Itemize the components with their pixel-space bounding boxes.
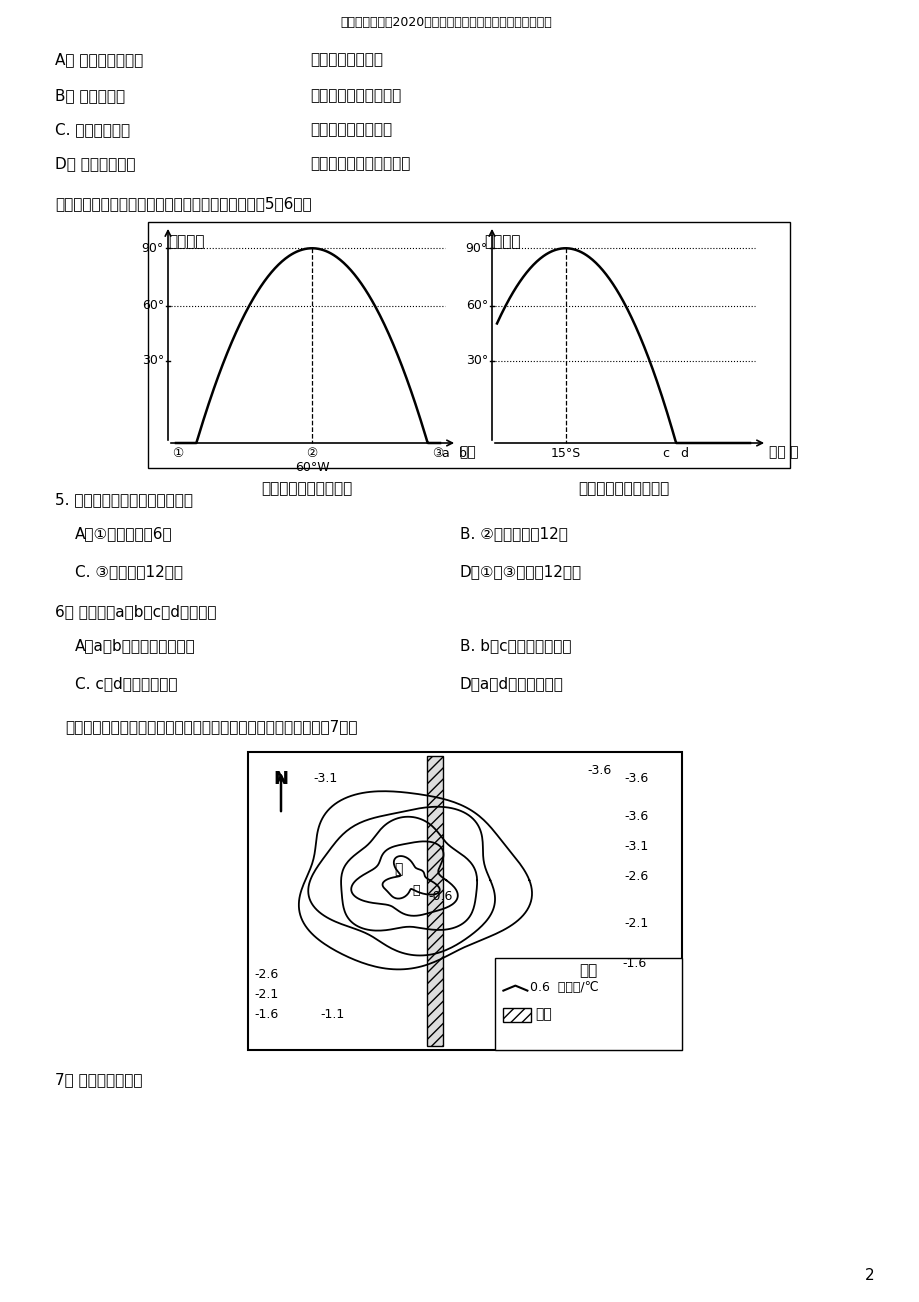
Text: d: d: [679, 447, 687, 460]
Text: 中: 中: [412, 884, 420, 897]
Text: 5. 对图中各地时间叙述正确的是: 5. 对图中各地时间叙述正确的是: [55, 492, 193, 506]
Text: B. b、c自转线速度相同: B. b、c自转线速度相同: [460, 638, 571, 654]
Text: -1.6: -1.6: [621, 957, 645, 970]
Text: 图例: 图例: [579, 963, 597, 979]
Text: 下图为「北半球某平原城市冬季等温线分布图」。读下图，完成第7题。: 下图为「北半球某平原城市冬季等温线分布图」。读下图，完成第7题。: [65, 719, 357, 734]
Text: -2.6: -2.6: [254, 967, 278, 980]
Text: 60°: 60°: [465, 299, 487, 312]
Text: 海陆热力性质差异: 海陆热力性质差异: [310, 52, 382, 66]
Text: 60°W: 60°W: [294, 461, 329, 474]
Text: 江苏省涟水中兦2020届高三地理上学期第一次阶段检测试题: 江苏省涟水中兦2020届高三地理上学期第一次阶段检测试题: [340, 16, 551, 29]
Text: -3.1: -3.1: [312, 772, 337, 785]
Text: 90°: 90°: [142, 242, 164, 255]
Text: -1.1: -1.1: [320, 1008, 344, 1021]
Bar: [503, 1008, 531, 1022]
Text: 90°: 90°: [465, 242, 487, 255]
Text: 经度: 经度: [459, 445, 475, 460]
Text: -3.1: -3.1: [623, 840, 648, 853]
Text: B. ②地地方时为12时: B. ②地地方时为12时: [460, 526, 567, 542]
Text: 2: 2: [865, 1268, 874, 1282]
Text: 7。 该城市可能位于: 7。 该城市可能位于: [55, 1072, 142, 1087]
Text: 0.6  等温线/℃: 0.6 等温线/℃: [529, 982, 598, 995]
Text: 太阳高度随经度的变化: 太阳高度随经度的变化: [261, 480, 352, 496]
Text: 15°S: 15°S: [550, 447, 580, 460]
Text: 6。 右图中，a、b、c、d四点比较: 6。 右图中，a、b、c、d四点比较: [55, 604, 216, 618]
Text: D。 热带季风气候: D。 热带季风气候: [55, 156, 135, 171]
Text: 太阳高度: 太阳高度: [168, 234, 204, 249]
Text: ③: ③: [432, 447, 443, 460]
Text: 纬度 南: 纬度 南: [768, 445, 798, 460]
Text: B。 地中海气候: B。 地中海气候: [55, 89, 125, 103]
Text: -1.6: -1.6: [254, 1008, 278, 1021]
Text: D。a、d昼夜长短相同: D。a、d昼夜长短相同: [460, 676, 563, 691]
Text: -2.6: -2.6: [623, 870, 648, 883]
Text: C. c、d日落时刻相同: C. c、d日落时刻相同: [75, 676, 177, 691]
Text: ②: ②: [306, 447, 317, 460]
Text: -3.6: -3.6: [623, 772, 648, 785]
Text: D。①、③时差为12小时: D。①、③时差为12小时: [460, 564, 582, 579]
Bar: [494, 957, 681, 1049]
Text: A。 亚热带季风气候: A。 亚热带季风气候: [55, 52, 143, 66]
Text: -3.6: -3.6: [623, 810, 648, 823]
Text: -0.6: -0.6: [428, 891, 452, 904]
Text: b: b: [459, 447, 467, 460]
Text: -3.6: -3.6: [586, 764, 610, 777]
Text: C. ③地昼长为12小时: C. ③地昼长为12小时: [75, 564, 183, 579]
Bar: [148, 223, 789, 467]
Text: 副高和西风带交替控制: 副高和西风带交替控制: [310, 89, 401, 103]
Text: a: a: [441, 447, 448, 460]
Text: 太阳高度: 太阳高度: [483, 234, 520, 249]
Text: -2.1: -2.1: [254, 988, 278, 1001]
Text: A。a、b日出方位大致相同: A。a、b日出方位大致相同: [75, 638, 196, 654]
Text: A。①地地方时为6时: A。①地地方时为6时: [75, 526, 173, 542]
Bar: [426, 756, 442, 1046]
Text: 30°: 30°: [142, 354, 164, 367]
Text: 太阳高度随纬度的变化: 太阳高度随纬度的变化: [577, 480, 668, 496]
Text: 读某一时刻太阳高度随经度和纬度变化示意图，完成5～6题。: 读某一时刻太阳高度随经度和纬度变化示意图，完成5～6题。: [55, 197, 312, 211]
Text: 气压带和风带季节性移动: 气压带和风带季节性移动: [310, 156, 410, 171]
Text: C. 热带沙漠气候: C. 热带沙漠气候: [55, 122, 130, 137]
Text: -2.1: -2.1: [623, 917, 648, 930]
Text: c: c: [662, 447, 669, 460]
Text: 30°: 30°: [465, 354, 487, 367]
Text: 水域: 水域: [535, 1008, 551, 1022]
Text: N: N: [273, 769, 289, 788]
Text: 市: 市: [394, 862, 403, 876]
Text: 60°: 60°: [142, 299, 164, 312]
Text: ①: ①: [172, 447, 184, 460]
Bar: [248, 753, 681, 1049]
Text: 副高或信风交替控制: 副高或信风交替控制: [310, 122, 391, 137]
